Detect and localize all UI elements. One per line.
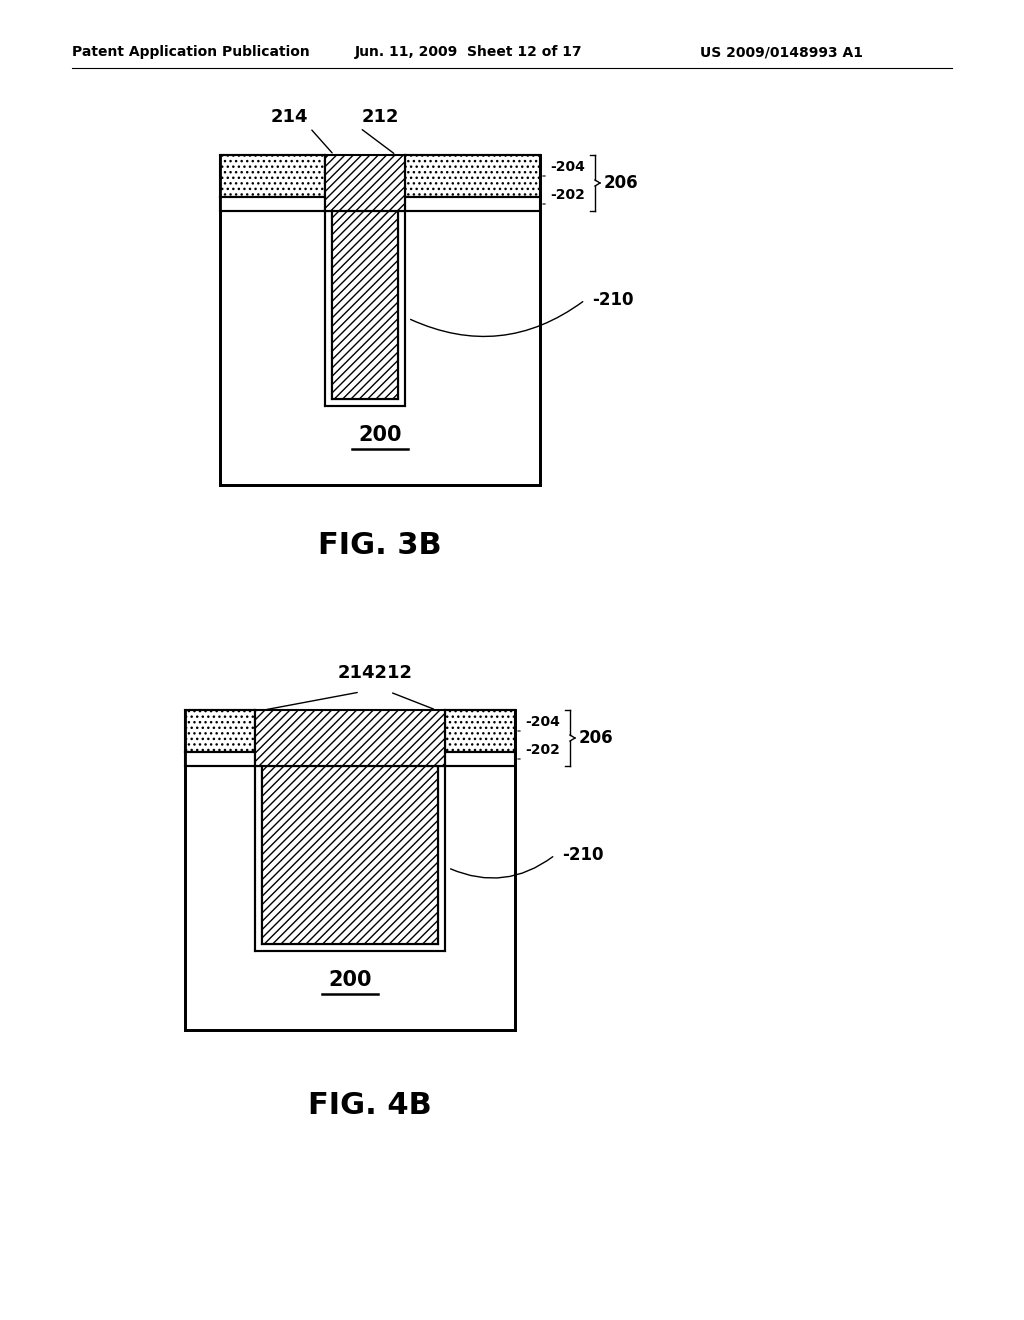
Polygon shape [325, 154, 406, 211]
Text: 206: 206 [604, 174, 639, 191]
Text: US 2009/0148993 A1: US 2009/0148993 A1 [700, 45, 863, 59]
Text: 206: 206 [579, 729, 613, 747]
Polygon shape [185, 710, 515, 1030]
Polygon shape [262, 766, 438, 944]
Text: -210: -210 [562, 846, 603, 865]
Text: 212: 212 [362, 108, 399, 125]
Text: Jun. 11, 2009  Sheet 12 of 17: Jun. 11, 2009 Sheet 12 of 17 [355, 45, 583, 59]
Polygon shape [325, 211, 406, 407]
Text: -204: -204 [550, 160, 585, 174]
Polygon shape [220, 154, 540, 484]
Text: Patent Application Publication: Patent Application Publication [72, 45, 309, 59]
Polygon shape [185, 710, 255, 752]
Polygon shape [220, 197, 325, 211]
Polygon shape [445, 710, 515, 752]
Polygon shape [332, 211, 398, 399]
Text: 200: 200 [358, 425, 401, 445]
Polygon shape [262, 766, 438, 944]
Text: -202: -202 [525, 743, 560, 756]
Text: -202: -202 [550, 187, 585, 202]
Text: -204: -204 [525, 715, 560, 729]
Text: FIG. 4B: FIG. 4B [308, 1090, 432, 1119]
Text: 214: 214 [270, 108, 308, 125]
Polygon shape [406, 154, 540, 197]
Polygon shape [220, 154, 325, 197]
Polygon shape [255, 766, 445, 950]
Polygon shape [406, 197, 540, 211]
Text: 214212: 214212 [338, 664, 413, 682]
Text: 200: 200 [329, 970, 372, 990]
Polygon shape [185, 752, 255, 766]
Polygon shape [255, 710, 445, 766]
Polygon shape [332, 211, 398, 399]
Text: -210: -210 [592, 290, 634, 309]
Polygon shape [445, 752, 515, 766]
Text: FIG. 3B: FIG. 3B [318, 531, 441, 560]
